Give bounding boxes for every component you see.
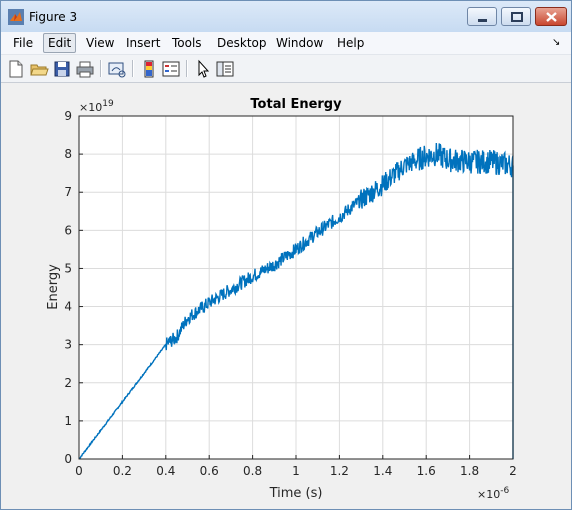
y-tick-label: 0	[64, 452, 72, 466]
link-plot-icon[interactable]	[107, 59, 127, 79]
y-tick-label: 2	[64, 376, 72, 390]
menu-tools[interactable]: Tools	[172, 36, 202, 50]
plot-area[interactable]: 0 0.2 0.4 0.6 0.8 1 1.2 1.4 1.6 1.8 2 0 1 2 3 4 5 6 7 8 9 To…	[7, 86, 567, 504]
x-tick-label: 1.4	[373, 464, 392, 478]
y-tick-label: 9	[64, 109, 72, 123]
colorbar-icon[interactable]	[139, 59, 159, 79]
toolbar-separator	[100, 60, 102, 77]
x-tick-label: 0.8	[243, 464, 262, 478]
save-icon[interactable]	[52, 59, 72, 79]
pointer-icon[interactable]	[193, 59, 213, 79]
energy-line	[78, 142, 514, 460]
maximize-button[interactable]	[501, 7, 531, 26]
y-tick-label: 1	[64, 414, 72, 428]
x-tick-label: 1.6	[417, 464, 436, 478]
y-tick-label: 6	[64, 223, 72, 237]
menu-insert[interactable]: Insert	[126, 36, 161, 50]
x-exponent-label: ×10-6	[477, 486, 509, 501]
minimize-icon	[478, 19, 487, 22]
maximize-icon	[511, 12, 523, 22]
minimize-button[interactable]	[467, 7, 497, 26]
y-tick-label: 3	[64, 338, 72, 352]
menu-file[interactable]: File	[13, 36, 34, 50]
energy-series	[78, 115, 514, 460]
toolbar-separator	[132, 60, 134, 77]
y-axis-label: Energy	[46, 264, 61, 310]
window-title: Figure 3	[29, 10, 78, 24]
menu-desktop[interactable]: Desktop	[217, 36, 267, 50]
print-icon[interactable]	[75, 59, 95, 79]
axis-ticks: 0 0.2 0.4 0.6 0.8 1 1.2 1.4 1.6 1.8 2 0 1 2 3 4 5 6 7 8 9	[64, 109, 516, 478]
x-axis-label: Time (s)	[269, 486, 323, 501]
toolbar-separator	[186, 60, 188, 77]
y-tick-label: 5	[64, 261, 72, 275]
y-tick-label: 7	[64, 185, 72, 199]
figure-canvas: 0 0.2 0.4 0.6 0.8 1 1.2 1.4 1.6 1.8 2 0 1 2 3 4 5 6 7 8 9 To…	[7, 86, 567, 504]
y-exponent-label: ×1019	[79, 99, 114, 114]
y-tick-label: 4	[64, 300, 72, 314]
menu-overflow-arrow-icon[interactable]: ↘	[552, 37, 561, 48]
property-editor-icon[interactable]	[215, 59, 235, 79]
menu-help[interactable]: Help	[337, 36, 365, 50]
menu-view[interactable]: View	[86, 36, 115, 50]
new-figure-icon[interactable]	[6, 59, 26, 79]
x-tick-label: 1	[292, 464, 300, 478]
axes-frame	[78, 115, 514, 460]
x-tick-label: 0	[75, 464, 83, 478]
open-file-icon[interactable]	[29, 59, 49, 79]
x-tick-label: 0.6	[200, 464, 219, 478]
x-tick-label: 1.8	[460, 464, 479, 478]
x-tick-label: 0.2	[113, 464, 132, 478]
chart-title: Total Energy	[250, 97, 342, 112]
close-button[interactable]	[535, 7, 567, 26]
toolbar	[1, 55, 571, 83]
x-tick-label: 0.4	[156, 464, 175, 478]
y-tick-label: 8	[64, 147, 72, 161]
legend-icon[interactable]	[161, 59, 181, 79]
menu-edit[interactable]: Edit	[43, 33, 77, 53]
close-icon	[546, 12, 557, 22]
menu-window[interactable]: Window	[276, 36, 324, 50]
x-tick-label: 1.2	[330, 464, 349, 478]
matlab-icon	[8, 9, 24, 25]
x-tick-label: 2	[509, 464, 517, 478]
title-bar[interactable]: Figure 3	[1, 1, 571, 32]
menu-bar: File Edit View Insert Tools Desktop Wind…	[1, 32, 571, 55]
